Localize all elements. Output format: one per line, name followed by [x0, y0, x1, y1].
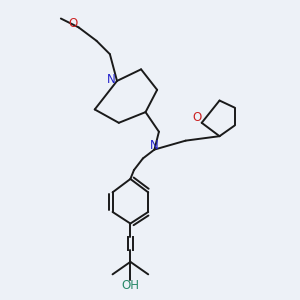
Text: N: N — [150, 139, 159, 152]
Text: N: N — [106, 73, 115, 85]
Text: OH: OH — [122, 278, 140, 292]
Text: O: O — [193, 111, 202, 124]
Text: O: O — [69, 17, 78, 30]
